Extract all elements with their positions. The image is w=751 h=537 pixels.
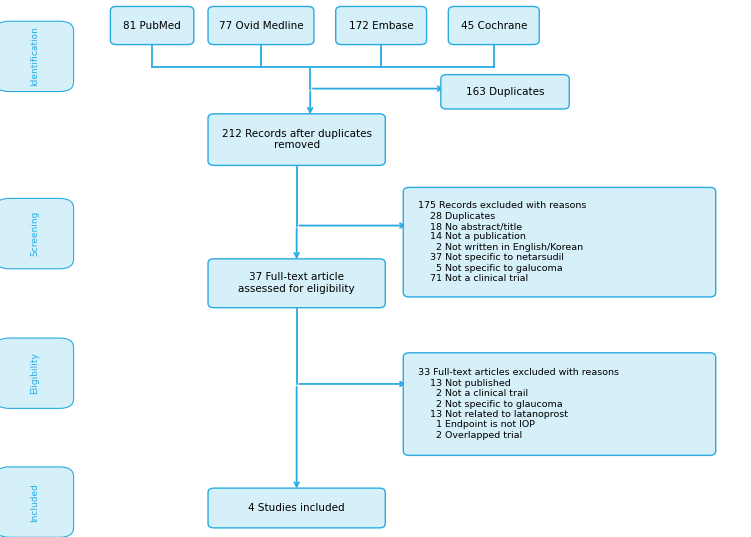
FancyBboxPatch shape (403, 187, 716, 297)
Text: Eligibility: Eligibility (30, 352, 39, 394)
FancyBboxPatch shape (441, 75, 569, 109)
Text: 77 Ovid Medline: 77 Ovid Medline (219, 20, 303, 31)
FancyBboxPatch shape (110, 6, 194, 45)
Text: 212 Records after duplicates
removed: 212 Records after duplicates removed (222, 129, 372, 150)
Text: Included: Included (30, 483, 39, 521)
FancyBboxPatch shape (208, 6, 314, 45)
Text: 37 Full-text article
assessed for eligibility: 37 Full-text article assessed for eligib… (238, 272, 355, 294)
FancyBboxPatch shape (208, 259, 385, 308)
Text: 4 Studies included: 4 Studies included (249, 503, 345, 513)
Text: Identification: Identification (30, 26, 39, 86)
Text: 172 Embase: 172 Embase (348, 20, 414, 31)
FancyBboxPatch shape (0, 21, 74, 91)
FancyBboxPatch shape (336, 6, 427, 45)
FancyBboxPatch shape (403, 353, 716, 455)
Text: 163 Duplicates: 163 Duplicates (466, 87, 544, 97)
Text: Screening: Screening (30, 211, 39, 256)
FancyBboxPatch shape (0, 467, 74, 537)
FancyBboxPatch shape (448, 6, 539, 45)
FancyBboxPatch shape (208, 114, 385, 165)
Text: 45 Cochrane: 45 Cochrane (460, 20, 527, 31)
Text: 33 Full-text articles excluded with reasons
    13 Not published
      2 Not a c: 33 Full-text articles excluded with reas… (418, 368, 620, 440)
FancyBboxPatch shape (0, 199, 74, 269)
Text: 175 Records excluded with reasons
    28 Duplicates
    18 No abstract/title
   : 175 Records excluded with reasons 28 Dup… (418, 201, 587, 283)
FancyBboxPatch shape (208, 488, 385, 528)
Text: 81 PubMed: 81 PubMed (123, 20, 181, 31)
FancyBboxPatch shape (0, 338, 74, 408)
